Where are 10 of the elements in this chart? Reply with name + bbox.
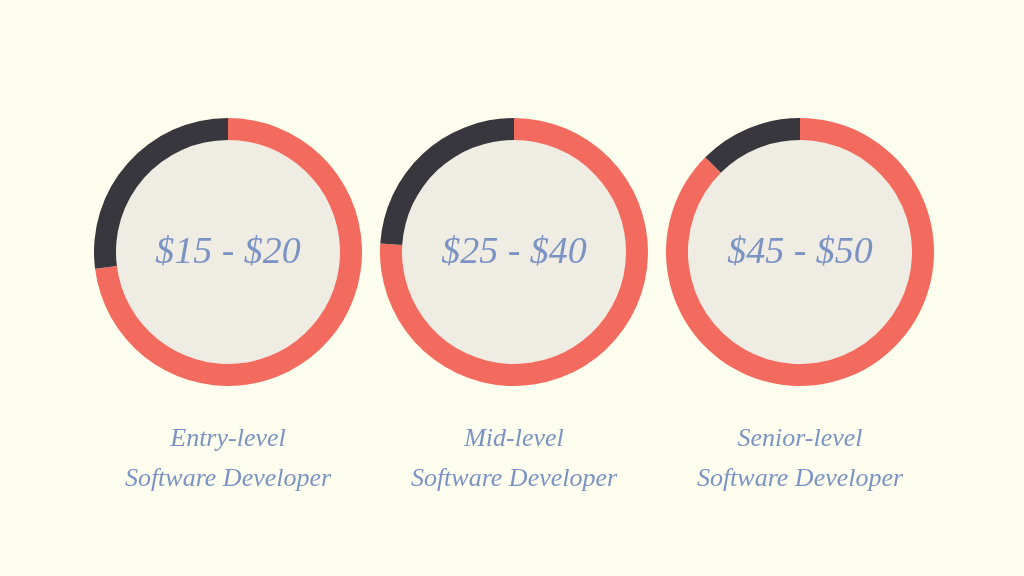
donut-slice <box>380 118 648 386</box>
donut-slice <box>705 118 800 173</box>
donut-slice <box>666 118 934 386</box>
text: Mid-level Software Developer <box>410 423 619 492</box>
text: $15 - $20 <box>155 229 301 271</box>
text: Entry-level Software Developer <box>124 423 333 492</box>
text: Senior-level Software Developer <box>696 423 905 492</box>
donut-slice <box>95 118 362 386</box>
text: $45 - $50 <box>727 229 873 271</box>
text: $25 - $40 <box>441 229 587 271</box>
